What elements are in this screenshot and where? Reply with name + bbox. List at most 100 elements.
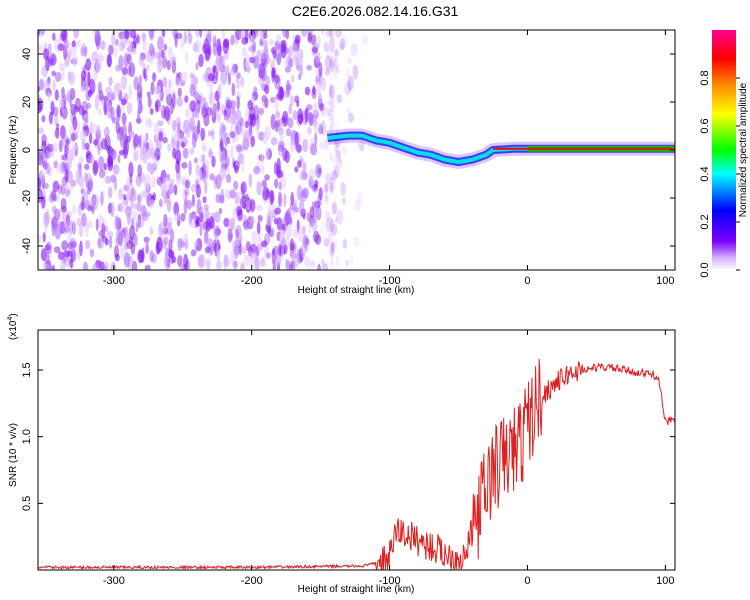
noise-blob [284,66,291,73]
noise-blob [299,55,303,67]
noise-blob [205,258,211,270]
noise-blob [171,119,177,132]
noise-blob [197,216,201,227]
noise-blob [323,238,330,247]
noise-blob [304,86,311,96]
noise-blob [198,53,204,68]
noise-blob [52,142,59,153]
noise-blob [316,80,321,95]
noise-blob [345,260,349,267]
noise-blob [155,51,161,60]
noise-blob [103,126,110,139]
noise-blob [294,34,301,44]
noise-blob [323,195,330,205]
noise-blob [329,84,335,100]
noise-blob [218,83,222,99]
noise-blob [95,59,102,73]
noise-blob [141,212,149,222]
noise-blob [291,74,295,84]
noise-blob [251,95,255,104]
noise-blob [38,150,44,166]
noise-blob [265,75,271,87]
noise-blob [189,148,195,155]
noise-blob [191,194,195,207]
noise-blob [71,40,76,48]
noise-blob [84,83,89,92]
noise-blob [348,112,354,123]
noise-blob [180,213,186,222]
noise-blob [134,152,139,161]
noise-blob [262,39,268,48]
noise-blob [272,49,277,59]
noise-blob [153,122,159,135]
colorbar-tick-label: 0.0 [699,262,711,277]
noise-blob [299,64,304,76]
noise-blob [243,254,250,267]
noise-blob [171,136,176,149]
noise-blob [136,201,142,213]
noise-blob [202,169,206,184]
noise-blob [181,162,188,169]
noise-blob [261,240,268,248]
noise-blob [326,47,333,63]
noise-blob [307,126,312,135]
noise-blob [78,222,83,238]
noise-blob [56,122,60,131]
noise-blob [132,136,137,150]
noise-blob [189,72,194,79]
noise-blob [352,42,359,55]
noise-blob [235,120,243,135]
noise-blob [219,194,225,204]
noise-blob [329,241,335,258]
noise-blob [226,136,231,145]
noise-blob [279,128,284,141]
noise-blob [225,174,232,184]
noise-blob [88,132,93,144]
noise-blob [87,187,91,195]
noise-blob [188,221,196,229]
noise-blob [114,38,119,47]
noise-blob [330,224,338,236]
signal-track [326,128,675,169]
noise-blob [215,174,222,190]
noise-blob [197,169,203,184]
noise-blob [150,81,155,96]
noise-blob [233,180,239,190]
noise-blob [65,157,73,170]
noise-blob [70,249,77,262]
noise-blob [199,223,203,237]
noise-blob [271,227,275,238]
noise-blob [104,261,109,270]
noise-blob [258,107,265,116]
noise-blob [112,84,120,97]
noise-blob [274,246,279,257]
noise-blob [77,253,81,261]
noise-blob [192,42,199,52]
noise-blob [315,51,321,64]
noise-blob [322,263,329,270]
bottom-y-tick-label: 1.5 [21,362,33,377]
noise-blob [213,72,217,83]
noise-blob [72,54,78,67]
noise-blob [47,92,51,101]
noise-blob [166,60,171,71]
noise-blob [282,147,288,162]
noise-blob [135,217,139,224]
noise-blob [284,210,292,225]
noise-blob [350,43,358,57]
noise-blob [325,107,331,116]
noise-blob [262,131,268,145]
noise-blob [230,144,234,159]
noise-blob [249,252,256,266]
noise-blob [319,224,327,238]
colorbar-tick-label: 0.6 [699,118,711,133]
noise-blob [220,69,228,85]
noise-blob [163,213,168,227]
noise-blob [76,39,82,48]
noise-blob [318,62,323,77]
noise-blob [162,56,168,69]
noise-blob [79,240,83,257]
noise-blob [84,163,90,171]
noise-blob [85,239,91,250]
noise-blob [347,79,352,93]
